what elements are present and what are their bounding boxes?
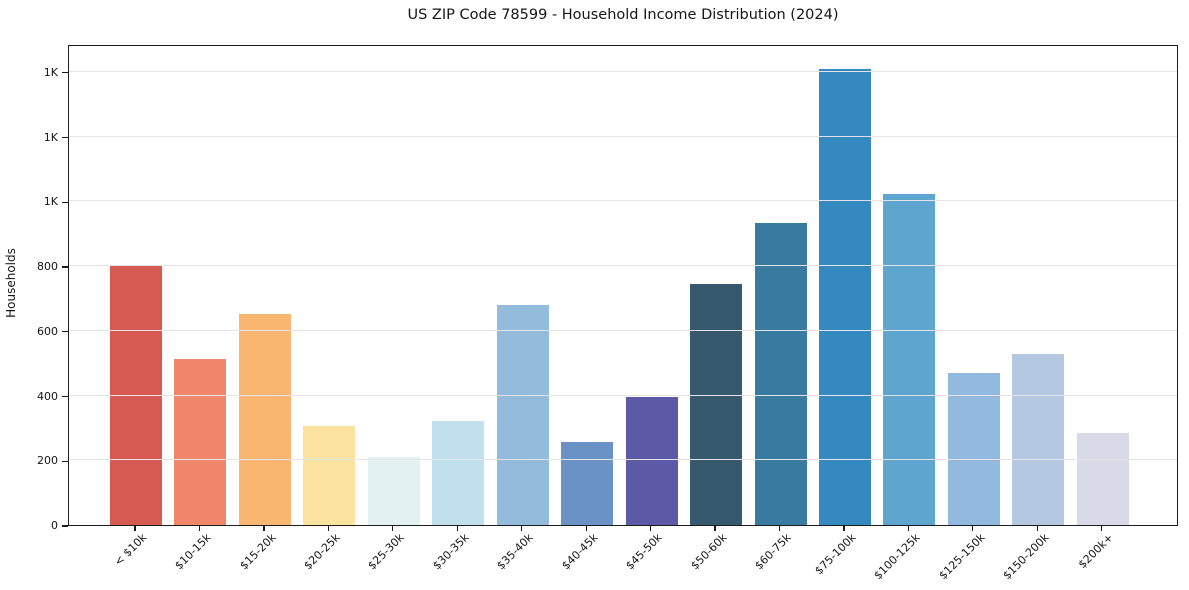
x-tick-label: $125-150k xyxy=(935,531,988,583)
gridline xyxy=(69,70,1177,72)
chart-title: US ZIP Code 78599 - Household Income Dis… xyxy=(407,7,839,23)
y-tick-mark xyxy=(62,525,68,527)
x-tick-label: $40-45k xyxy=(559,531,601,573)
x-tick-label: $10-15k xyxy=(172,531,214,573)
x-tick-label: $45-50k xyxy=(623,531,665,573)
gridline xyxy=(69,459,1177,461)
gridline xyxy=(69,329,1177,331)
x-tick-mark xyxy=(521,526,523,532)
x-tick-mark xyxy=(1101,526,1103,532)
y-tick-mark xyxy=(62,395,68,398)
x-tick-mark xyxy=(456,526,458,532)
x-tick-label: $75-100k xyxy=(811,531,859,578)
x-tick-label: $200k+ xyxy=(1075,531,1116,572)
x-tick-label: $35-40k xyxy=(494,531,536,573)
x-tick-label: $15-20k xyxy=(236,531,279,573)
y-tick-mark xyxy=(62,72,68,74)
x-tick-mark xyxy=(843,526,845,532)
x-tick-label: $60-75k xyxy=(752,531,794,573)
x-tick-mark xyxy=(585,526,587,532)
bar xyxy=(947,372,1000,525)
x-tick-mark xyxy=(134,526,136,532)
gridline xyxy=(69,200,1177,202)
x-tick-mark xyxy=(714,526,716,532)
y-tick-label: 800 xyxy=(37,260,58,274)
x-tick-label: $25-30k xyxy=(365,531,408,573)
y-tick-label: 1K xyxy=(43,130,58,144)
x-tick-mark xyxy=(907,526,910,532)
bar xyxy=(1012,353,1065,525)
x-tick-label: $30-35k xyxy=(430,531,472,573)
y-tick-label: 200 xyxy=(37,454,58,468)
bar xyxy=(367,457,420,525)
y-tick-mark xyxy=(62,331,68,333)
x-tick-label: $150-200k xyxy=(1000,531,1052,583)
y-tick-label: 400 xyxy=(37,389,58,403)
x-tick-mark xyxy=(263,526,265,532)
x-tick-label: $50-60k xyxy=(687,531,730,573)
y-tick-mark xyxy=(62,266,68,268)
y-tick-mark xyxy=(62,201,68,203)
x-tick-mark xyxy=(972,526,974,532)
bar xyxy=(1076,432,1129,525)
x-tick-mark xyxy=(778,526,781,532)
y-tick-label: 600 xyxy=(37,324,58,338)
plot-area xyxy=(68,45,1178,526)
bar xyxy=(496,304,549,525)
x-tick-label: $20-25k xyxy=(301,531,343,573)
bar xyxy=(303,425,356,525)
bar xyxy=(818,68,871,525)
y-tick-label: 1K xyxy=(43,65,58,79)
gridline xyxy=(69,394,1177,396)
x-tick-mark xyxy=(392,526,394,532)
y-tick-label: 1K xyxy=(43,195,58,209)
bar xyxy=(690,283,743,525)
bar xyxy=(883,194,936,525)
x-tick-mark xyxy=(327,526,329,532)
y-axis-label: Households xyxy=(4,248,18,318)
gridline xyxy=(69,265,1177,267)
y-tick-mark xyxy=(62,136,68,139)
bar xyxy=(754,223,807,525)
x-tick-label: $100-125k xyxy=(871,531,923,583)
x-tick-mark xyxy=(1036,526,1038,532)
y-tick-label: 0 xyxy=(51,519,58,532)
bar xyxy=(561,442,614,525)
bar xyxy=(174,359,227,525)
gridline xyxy=(69,135,1177,137)
y-tick-mark xyxy=(62,460,68,462)
x-tick-label: < $10k xyxy=(111,531,150,569)
x-tick-mark xyxy=(198,526,201,532)
bar xyxy=(432,420,485,525)
x-tick-mark xyxy=(649,526,652,532)
bar xyxy=(238,313,291,525)
bar xyxy=(625,397,678,525)
